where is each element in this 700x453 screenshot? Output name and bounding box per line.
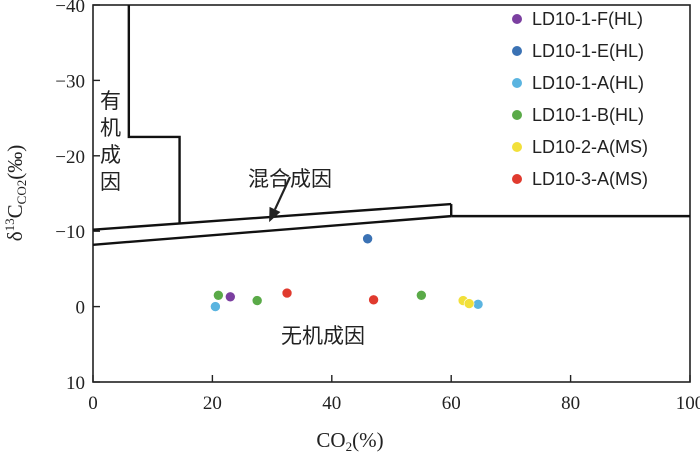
legend: LD10-1-F(HL) LD10-1-E(HL) LD10-1-A(HL) LD10… [512, 9, 648, 189]
y-tick-label: 10 [66, 373, 85, 394]
boundary-mixed-lower [92, 214, 452, 246]
y-tick-label: −40 [55, 0, 85, 17]
data-point [368, 294, 379, 306]
y-tick-label: −30 [55, 71, 85, 92]
legend-label: LD10-2-A(MS) [532, 137, 648, 157]
legend-label: LD10-1-E(HL) [532, 41, 644, 61]
organic-region-label: 有 机 成 因 [100, 89, 121, 194]
data-point [210, 301, 221, 312]
data-point [251, 295, 263, 306]
legend-label: LD10-1-A(HL) [532, 73, 644, 93]
legend-marker [512, 14, 522, 24]
organic-label-char-1: 有 [100, 89, 121, 113]
x-tick-label: 80 [561, 393, 580, 414]
legend-marker [512, 174, 522, 184]
y-tick-label: 0 [76, 298, 86, 319]
data-point [362, 233, 373, 245]
legend-label: LD10-1-B(HL) [532, 105, 644, 125]
legend-marker [512, 46, 522, 56]
y-tick-label: −20 [55, 147, 85, 168]
mixed-arrow [273, 176, 292, 210]
organic-label-char-4: 因 [100, 170, 121, 194]
y-axis-label: δ13CCO2(‰) [2, 145, 29, 241]
x-tick-label: 60 [442, 393, 461, 414]
data-point [225, 291, 236, 303]
mixed-arrow-head [269, 206, 281, 223]
x-tick-label: 40 [322, 393, 341, 414]
legend-marker [512, 142, 522, 152]
boundary-organic-vertical [127, 5, 181, 224]
legend-label: LD10-1-F(HL) [532, 9, 643, 29]
data-point [416, 289, 427, 301]
x-axis-label: CO2(%) [316, 428, 383, 453]
x-tick-label: 0 [88, 393, 98, 414]
data-points [210, 233, 484, 312]
legend-marker [512, 110, 522, 120]
organic-label-char-2: 机 [100, 116, 121, 140]
data-point [463, 298, 475, 309]
y-tick-label: −10 [55, 222, 85, 243]
x-tick-label: 20 [203, 393, 222, 414]
organic-label-char-3: 成 [100, 143, 121, 167]
legend-label: LD10-3-A(MS) [532, 169, 648, 189]
data-point [472, 299, 484, 310]
inorganic-region-label: 无机成因 [281, 324, 365, 348]
legend-marker [512, 78, 522, 88]
plot-frame [92, 4, 691, 383]
x-tick-label: 100 [676, 393, 700, 414]
data-point [281, 287, 293, 299]
data-point [213, 289, 224, 301]
